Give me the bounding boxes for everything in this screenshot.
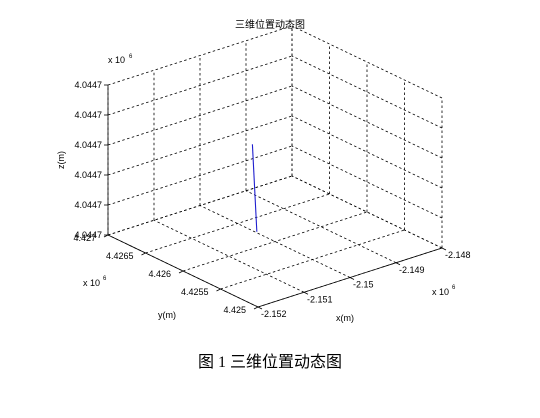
- y-tick-mark: [141, 252, 146, 256]
- y-tick-label: 4.4255: [181, 287, 209, 297]
- z-multiplier-exponent: 6: [129, 54, 133, 60]
- back-wall-grid-line: [107, 25, 293, 86]
- tick-labels: -2.152 -2.151 -2.15 -2.149 -2.148 4.425 4.4255…: [73, 80, 470, 319]
- x-tick-label: -2.15: [353, 280, 374, 290]
- trajectory-line: [251, 144, 258, 232]
- y-multiplier: x 10: [83, 278, 100, 288]
- z-axis-label: z(m): [56, 151, 66, 169]
- x-tick-label: -2.151: [307, 294, 333, 304]
- back-wall-grid-line: [107, 85, 293, 146]
- y-tick-mark: [253, 306, 259, 310]
- y-tick-mark: [178, 270, 184, 274]
- z-tick-label: 4.0447: [74, 200, 102, 210]
- x-tick-label: -2.149: [399, 265, 425, 275]
- x-tick-mark: [257, 306, 263, 310]
- y-tick-label: 4.425: [223, 305, 246, 315]
- back-wall-grid-line: [107, 145, 293, 206]
- chart-title: 三维位置动态图: [235, 18, 305, 31]
- z-tick-label: 4.0447: [74, 230, 102, 240]
- x-tick-mark: [441, 247, 447, 251]
- z-tick-label: 4.0447: [74, 170, 102, 180]
- x-tick-mark: [303, 291, 309, 295]
- back-wall-grid-line: [107, 115, 293, 176]
- floor-grid-line: [245, 190, 397, 264]
- x-tick-label: -2.152: [261, 309, 287, 319]
- y-tick-label: 4.427: [73, 233, 96, 243]
- back-wall-grid-line: [107, 175, 293, 236]
- x-tick-mark: [349, 277, 355, 280]
- grid-lines: [107, 25, 443, 308]
- floor-grid-line: [153, 219, 305, 293]
- z-multiplier: x 10: [108, 55, 125, 65]
- axis-lines: [103, 84, 447, 310]
- floor-grid-line: [220, 229, 405, 290]
- z-tick-label: 4.0447: [74, 80, 102, 90]
- figure-caption: 图 1 三维位置动态图: [197, 354, 342, 371]
- x-tick-mark: [395, 262, 401, 266]
- y-multiplier-exponent: 6: [103, 276, 107, 282]
- y-tick-label: 4.426: [148, 269, 171, 279]
- back-wall-grid-line: [107, 55, 293, 116]
- z-tick-label: 4.0447: [74, 140, 102, 150]
- y-tick-label: 4.4265: [106, 251, 134, 261]
- z-tick-label: 4.0447: [74, 110, 102, 120]
- x-axis-label: x(m): [336, 313, 354, 323]
- x-multiplier: x 10: [432, 287, 449, 297]
- 3d-position-chart: -2.152 -2.151 -2.15 -2.149 -2.148 4.425 4.4255…: [56, 18, 471, 323]
- x-tick-label: -2.148: [445, 250, 471, 260]
- x-multiplier-exponent: 6: [452, 285, 456, 291]
- y-axis-label: y(m): [158, 310, 176, 320]
- data-series: [251, 144, 258, 232]
- floor-grid-line: [182, 211, 368, 272]
- floor-grid-line: [145, 193, 330, 254]
- y-tick-mark: [216, 288, 221, 292]
